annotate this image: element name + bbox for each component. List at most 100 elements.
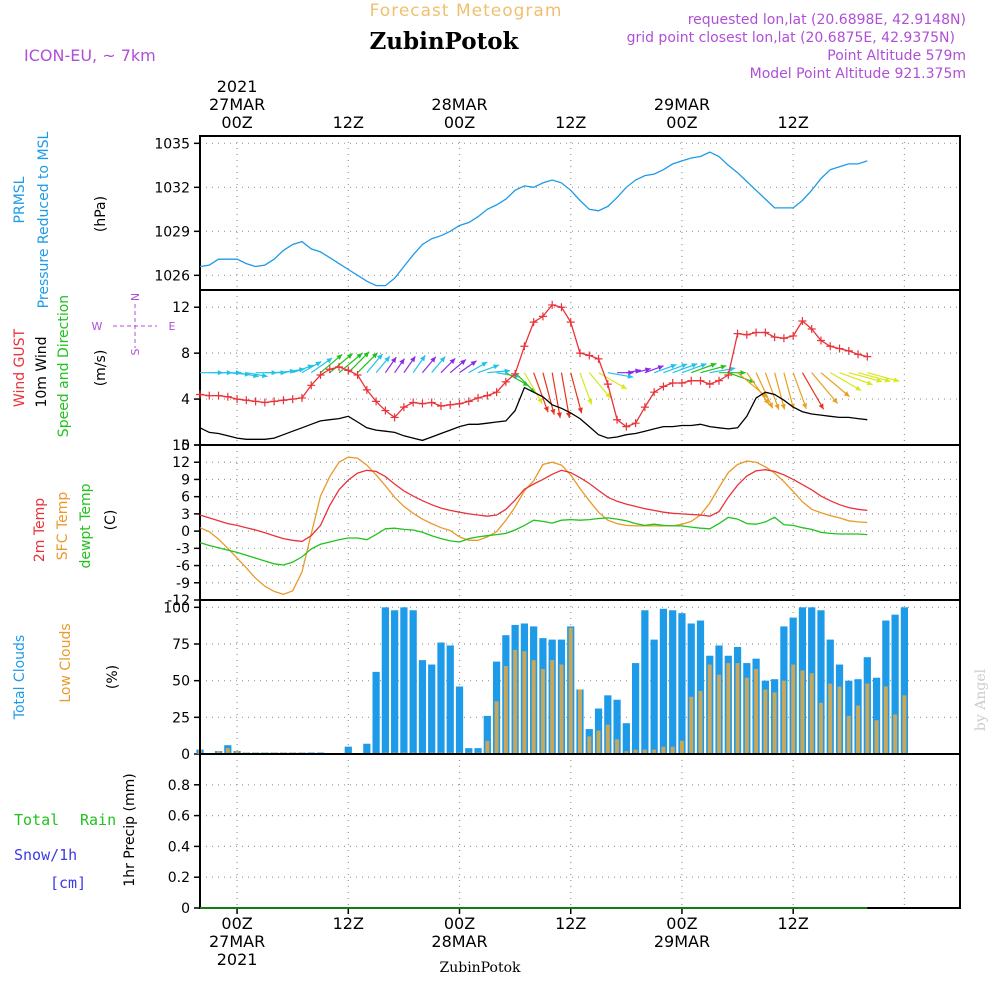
top-time-label: 2021 bbox=[217, 77, 258, 96]
wind-arrow-head bbox=[384, 356, 390, 363]
wind-arrow bbox=[533, 372, 549, 413]
wind-arrow-head bbox=[363, 351, 370, 358]
low-cloud-bar bbox=[809, 673, 814, 754]
wind-arrow-head bbox=[346, 353, 353, 359]
wind-arrow-head bbox=[449, 358, 456, 364]
wind-arrow bbox=[746, 372, 770, 405]
wind-arrow-head bbox=[356, 353, 363, 359]
low-cloud-bar bbox=[225, 748, 230, 754]
wind-arrow-head bbox=[700, 363, 707, 368]
low-cloud-bar bbox=[791, 664, 796, 754]
wind-arrow-head bbox=[729, 366, 736, 372]
compass-n: N bbox=[129, 293, 142, 301]
wind-arrow-head bbox=[884, 377, 891, 383]
top-time-label: 12Z bbox=[778, 113, 809, 132]
low-cloud-bar bbox=[726, 663, 731, 754]
wind-arrow-head bbox=[802, 402, 807, 409]
gust-marker bbox=[668, 379, 677, 387]
gust-marker bbox=[260, 398, 269, 407]
gust-marker bbox=[279, 396, 288, 405]
gust-marker bbox=[863, 352, 872, 361]
gust-marker bbox=[446, 400, 455, 409]
gust-marker bbox=[464, 397, 473, 406]
gust-marker bbox=[223, 392, 232, 401]
bottom-time-label: 00Z bbox=[221, 914, 252, 933]
wind-arrow-head bbox=[336, 354, 343, 360]
low-cloud-bar bbox=[540, 668, 545, 754]
precip-tick-label: 0.2 bbox=[168, 870, 190, 886]
clouds-total-label: Total Clouds bbox=[12, 635, 28, 720]
gust-marker bbox=[640, 403, 649, 412]
gust-marker bbox=[538, 312, 547, 321]
gust-marker bbox=[288, 395, 297, 404]
model-altitude: Model Point Altitude 921.375m bbox=[750, 66, 966, 82]
bottom-time-label: 12Z bbox=[778, 914, 809, 933]
total-cloud-bar bbox=[687, 623, 695, 754]
total-cloud-bar bbox=[428, 664, 436, 754]
wind-arrow-head bbox=[832, 397, 838, 404]
gust-marker bbox=[520, 342, 529, 351]
gust-marker bbox=[650, 388, 659, 397]
gust-marker bbox=[251, 397, 260, 406]
wind-arrow-head bbox=[628, 370, 634, 376]
wind-arrow bbox=[829, 372, 862, 392]
low-cloud-bar bbox=[856, 705, 861, 754]
low-cloud-bar bbox=[615, 739, 620, 754]
wind-arrow-head bbox=[537, 397, 543, 404]
low-cloud-bar bbox=[605, 724, 610, 754]
total-cloud-bar bbox=[659, 608, 668, 754]
clouds-unit: (%) bbox=[105, 665, 121, 689]
wind-arrow-head bbox=[605, 392, 611, 399]
wind-arrow-head bbox=[670, 363, 677, 369]
total-cloud-bar bbox=[372, 671, 380, 754]
pressure-tick-label: 1032 bbox=[154, 180, 190, 196]
total-cloud-bar bbox=[613, 699, 621, 754]
low-cloud-bar bbox=[235, 751, 240, 754]
total-cloud-bar bbox=[696, 620, 705, 754]
total-cloud-bar bbox=[391, 610, 399, 754]
wind-tick-label: 0 bbox=[181, 438, 190, 454]
wind-arrow-head bbox=[326, 358, 333, 364]
wind-arrow-head bbox=[577, 407, 583, 414]
low-cloud-bar bbox=[689, 696, 694, 754]
wind-arrow-head bbox=[587, 398, 593, 405]
precip-rain-label: Rain bbox=[80, 811, 116, 829]
low-cloud-bar bbox=[874, 720, 879, 754]
temp-tick-label: 0 bbox=[181, 524, 190, 540]
pressure-label-2: Pressure Reduced to MSL bbox=[36, 131, 52, 308]
total-cloud-bar bbox=[455, 686, 464, 754]
wind-arrow-head bbox=[420, 355, 426, 362]
top-time-label: 28MAR bbox=[431, 95, 487, 114]
pressure-label-1: PRMSL bbox=[12, 176, 28, 223]
total-cloud-bar bbox=[418, 660, 427, 754]
precip-tick-label: 0.4 bbox=[168, 839, 190, 855]
wind-arrow bbox=[820, 372, 850, 398]
temp-dewpt-label: dewpt Temp bbox=[78, 483, 94, 568]
low-cloud-bar bbox=[587, 736, 592, 754]
wind-gust-label: Wind GUST bbox=[12, 328, 28, 407]
low-cloud-bar bbox=[735, 663, 740, 754]
pressure-frame bbox=[199, 135, 961, 291]
bottom-time-label: 27MAR bbox=[209, 932, 265, 951]
gust-marker bbox=[307, 381, 316, 390]
wind-panel: 0 4 8 12 bbox=[172, 289, 961, 454]
gust-marker bbox=[687, 376, 696, 385]
low-cloud-bar bbox=[865, 683, 870, 754]
low-cloud-bar bbox=[531, 660, 536, 754]
gust-marker bbox=[242, 396, 251, 405]
wind-arrow-head bbox=[866, 380, 873, 386]
low-cloud-bar bbox=[633, 749, 638, 754]
gust-marker bbox=[705, 380, 714, 389]
bottom-time-label: 00Z bbox=[666, 914, 697, 933]
wind-arrow-head bbox=[710, 362, 717, 368]
low-cloud-bar bbox=[754, 668, 759, 754]
wind-arrow bbox=[551, 372, 561, 419]
wind-arrow bbox=[764, 372, 780, 410]
gust-marker bbox=[205, 391, 214, 400]
low-cloud-bar bbox=[642, 749, 647, 754]
wind-arrow-head bbox=[514, 373, 520, 379]
gust-marker bbox=[835, 344, 844, 353]
wind-arrow-head bbox=[529, 387, 536, 393]
wind-arrow-head bbox=[493, 364, 499, 370]
temp-2m-label: 2m Temp bbox=[32, 498, 48, 562]
